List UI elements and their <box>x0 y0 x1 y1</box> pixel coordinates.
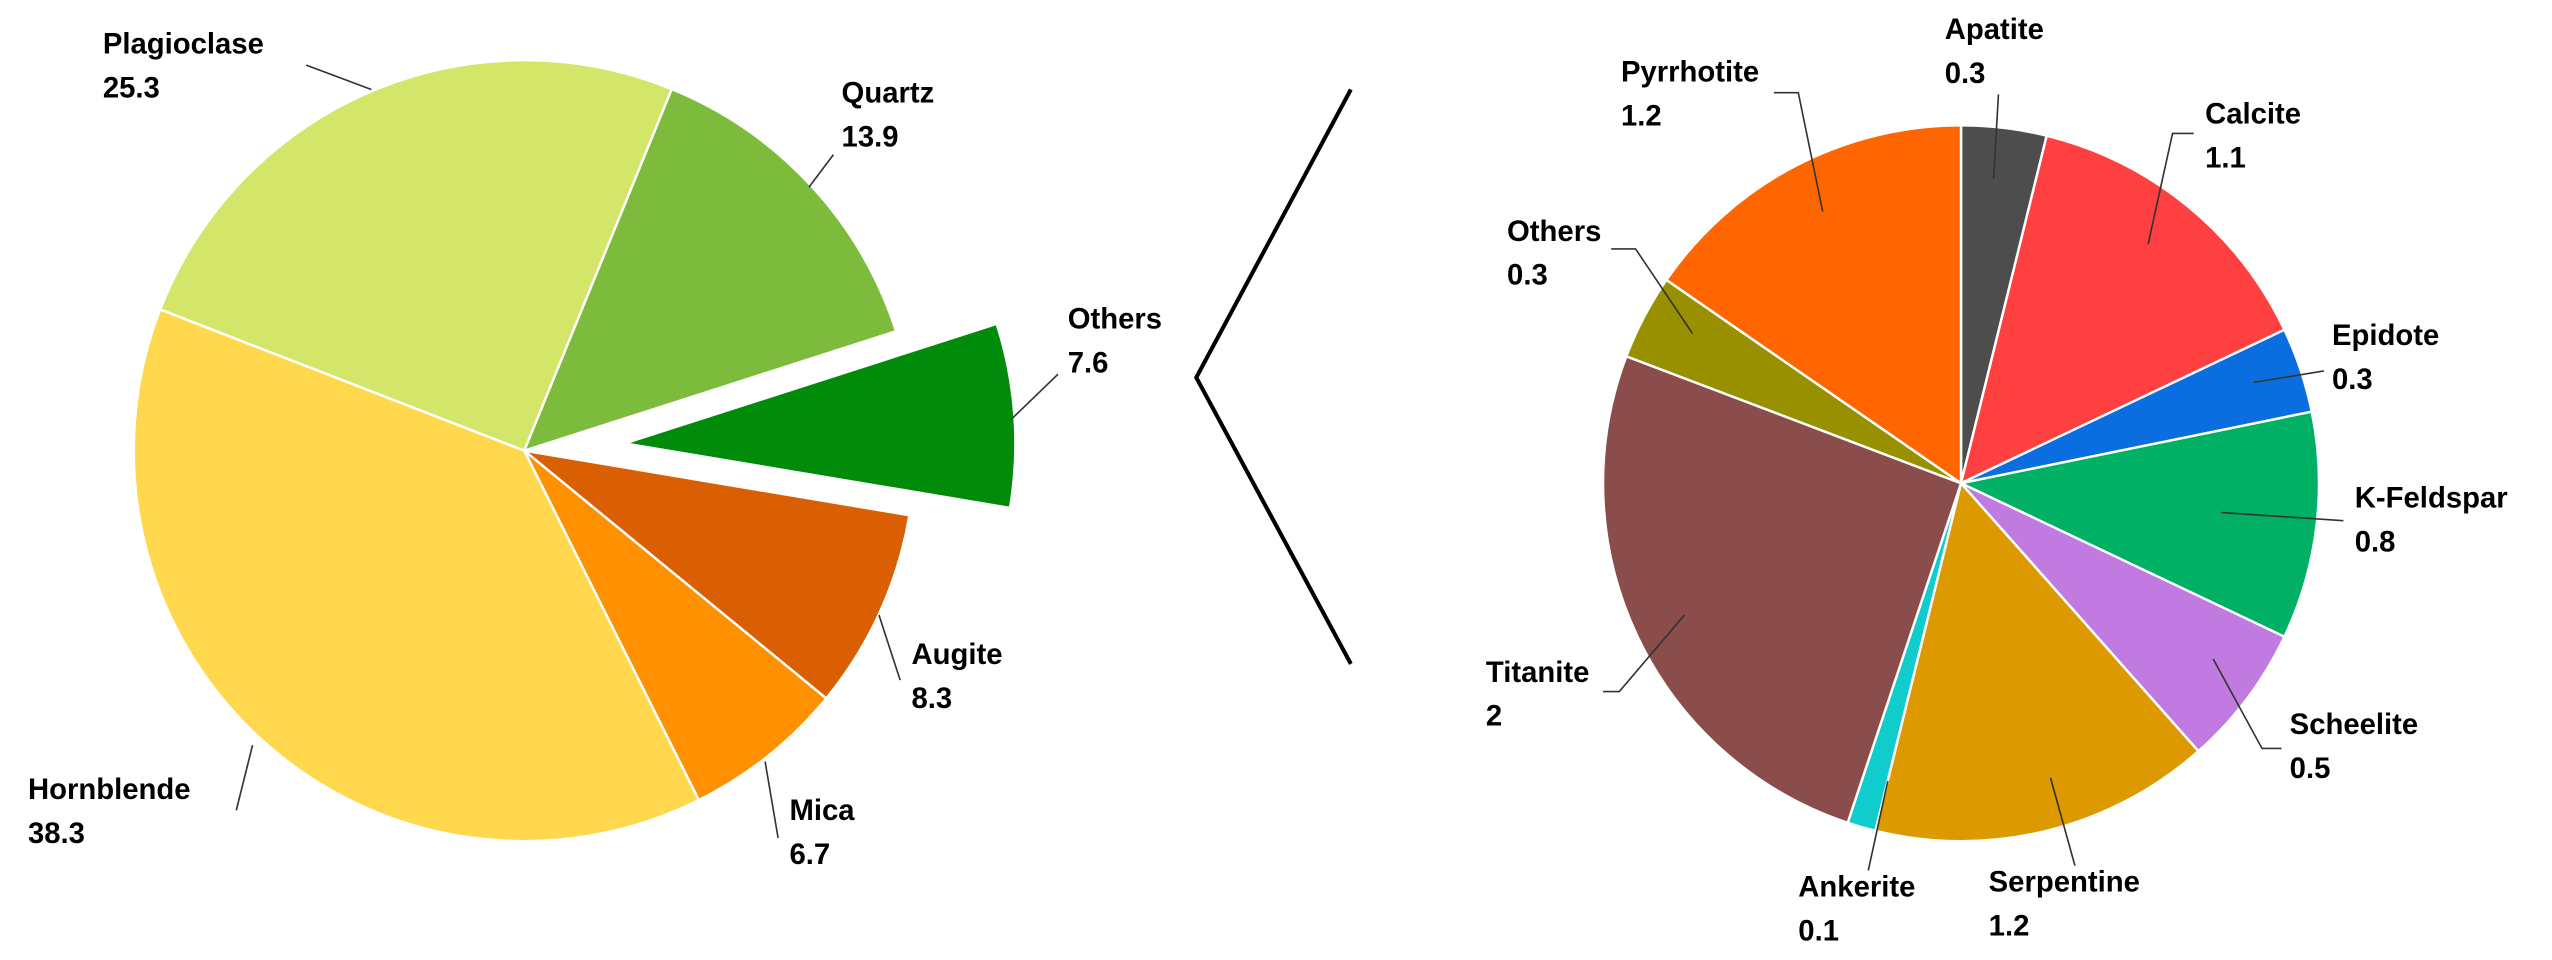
leader-line <box>1603 614 1686 693</box>
pie-slice <box>158 59 674 453</box>
slice-label: Others <box>1507 215 1601 248</box>
value-label: 13.9 <box>842 120 899 153</box>
slice-label: Quartz <box>842 77 935 110</box>
connector <box>1193 88 1353 665</box>
pie-slice <box>1601 354 1963 825</box>
value-label: 0.3 <box>1945 57 1986 90</box>
slice-label: Scheelite <box>2290 708 2419 741</box>
leader-line <box>1010 373 1059 421</box>
pie-slice <box>519 448 911 701</box>
slice-label: Calcite <box>2205 98 2301 131</box>
leader-line <box>2221 511 2344 522</box>
leader-line <box>1773 91 1824 212</box>
value-label: 8.3 <box>912 682 953 715</box>
leader-line <box>1611 248 1694 335</box>
slice-label: K-Feldspar <box>2355 482 2508 515</box>
leader-line <box>764 761 779 839</box>
value-label: 0.3 <box>1507 259 1548 292</box>
leader-line <box>2147 132 2194 245</box>
value-label: 1.2 <box>1621 99 1662 132</box>
slice-label: Apatite <box>1945 13 2044 46</box>
value-label: 38.3 <box>28 817 85 850</box>
slice-label: Pyrrhotite <box>1621 55 1759 88</box>
pie-slice <box>1960 482 2287 753</box>
slice-label: Plagioclase <box>103 28 264 61</box>
value-label: 0.1 <box>1798 914 1839 947</box>
slice-label: Titanite <box>1486 656 1590 689</box>
leader-line <box>2212 658 2282 750</box>
pie-slice <box>523 449 828 802</box>
value-label: 2 <box>1486 700 1502 733</box>
pie-slice <box>1873 480 2201 843</box>
slice-label: Mica <box>789 794 855 827</box>
pie-slice <box>1959 134 2287 486</box>
slice-label: Hornblende <box>28 773 191 806</box>
value-label: 1.1 <box>2205 142 2246 175</box>
leader-line <box>2049 777 2076 866</box>
leader-line <box>1867 780 1889 871</box>
value-label: 6.7 <box>789 838 830 871</box>
slice-label: Others <box>1068 303 1162 336</box>
value-label: 0.3 <box>2332 363 2373 396</box>
slice-label: Augite <box>912 638 1003 671</box>
leader-line <box>305 64 372 91</box>
slice-label: Ankerite <box>1798 871 1915 904</box>
value-label: 1.2 <box>1989 910 2030 943</box>
leader-line <box>235 745 254 811</box>
value-label: 0.8 <box>2355 526 2396 559</box>
value-label: 7.6 <box>1068 347 1109 380</box>
slice-label: Serpentine <box>1989 866 2140 899</box>
leader-line <box>878 614 901 681</box>
value-label: 0.5 <box>2290 752 2331 785</box>
slice-label: Epidote <box>2332 319 2439 352</box>
pie-slice <box>1957 410 2321 639</box>
pie-slice <box>132 307 701 843</box>
leader-line <box>808 154 835 188</box>
leader-line <box>2253 370 2324 384</box>
pie-slice <box>1664 124 1963 486</box>
pie-slice <box>624 322 1017 510</box>
value-label: 25.3 <box>103 72 160 105</box>
leader-line <box>1992 94 2000 180</box>
